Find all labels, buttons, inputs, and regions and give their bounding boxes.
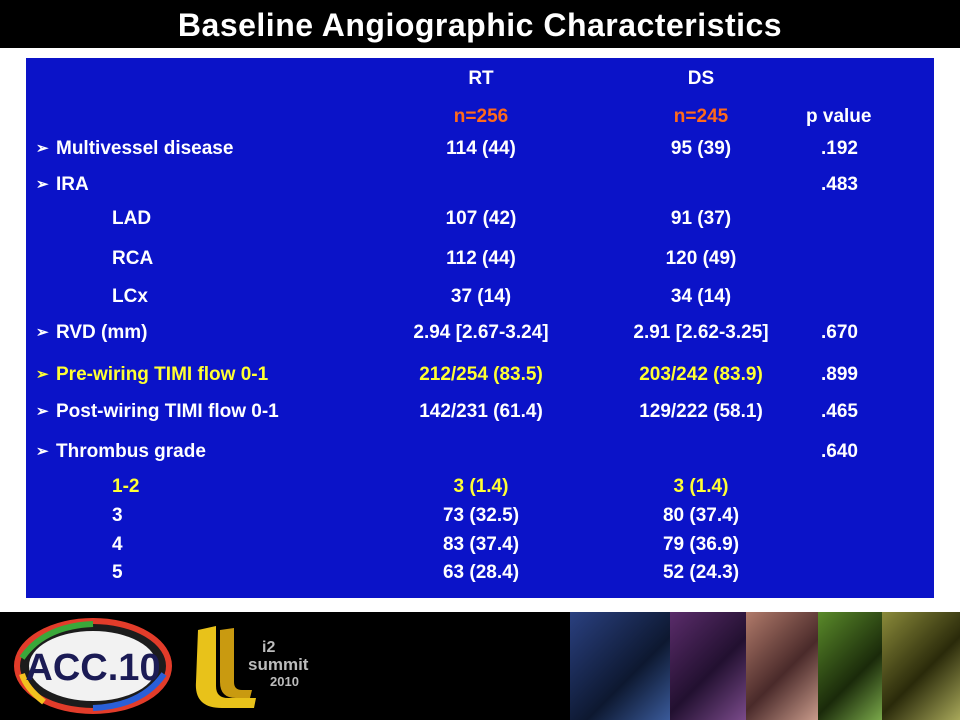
row-ds: 2.91 [2.62-3.25] [633, 322, 769, 343]
anatomy-image [570, 612, 670, 720]
molecule-image [882, 612, 960, 720]
arrowhead-bullet-icon: ➢ [36, 443, 49, 460]
arrowhead-bullet-icon: ➢ [36, 140, 49, 157]
row-p: .899 [821, 364, 858, 385]
row-label: Thrombus grade [56, 441, 206, 462]
row-p: .192 [821, 138, 858, 159]
row-rt: 112 (44) [446, 248, 516, 269]
row-ds: 3 (1.4) [673, 476, 729, 497]
row-p: .483 [821, 174, 858, 195]
row-label: Post-wiring TIMI flow 0-1 [56, 401, 279, 422]
acc10-logo: ACC.10 [14, 618, 172, 714]
table-panel: RT DS n=256 n=245 p value ➢ Multivessel … [26, 58, 934, 598]
row-rt: 37 (14) [450, 286, 512, 307]
row-ds: 79 (36.9) [662, 534, 740, 555]
header-p-value: p value [806, 106, 872, 127]
slide-title: Baseline Angiographic Characteristics [0, 0, 960, 48]
row-label: 5 [112, 562, 123, 583]
row-ds: 129/222 (58.1) [639, 401, 763, 422]
row-ds: 95 (39) [670, 138, 732, 159]
row-ds: 34 (14) [670, 286, 732, 307]
row-label: LCx [112, 286, 148, 307]
row-ds: 203/242 (83.9) [639, 364, 763, 385]
row-ds: 120 (49) [665, 248, 737, 269]
arrowhead-bullet-icon: ➢ [36, 366, 49, 383]
row-p: .670 [821, 322, 858, 343]
i2-logo-line2: summit [248, 655, 309, 674]
row-label: RVD (mm) [56, 322, 148, 343]
header-ds: DS [687, 68, 715, 89]
row-ds: 52 (24.3) [662, 562, 740, 583]
row-label: Pre-wiring TIMI flow 0-1 [56, 364, 269, 385]
row-rt: 142/231 (61.4) [419, 401, 543, 422]
row-rt: 3 (1.4) [453, 476, 509, 497]
acc-logo-text: ACC.10 [25, 647, 160, 689]
row-ds: 80 (37.4) [662, 505, 740, 526]
arrowhead-bullet-icon: ➢ [36, 403, 49, 420]
row-label: LAD [112, 208, 152, 229]
row-ds: 91 (37) [670, 208, 732, 229]
row-rt: 114 (44) [446, 138, 516, 159]
row-label: Multivessel disease [56, 138, 234, 159]
laptop-image [746, 612, 818, 720]
row-p: .640 [821, 441, 858, 462]
row-label: 4 [112, 534, 123, 555]
surgical-robot-image [670, 612, 746, 720]
row-rt: 63 (28.4) [442, 562, 520, 583]
row-label: RCA [112, 248, 154, 269]
i2-logo-line1: i2 [262, 639, 275, 656]
i2-logo-year: 2010 [270, 674, 299, 689]
row-rt: 83 (37.4) [442, 534, 520, 555]
header-rt: RT [468, 68, 494, 89]
row-label: IRA [56, 174, 89, 195]
header-rt-n: n=256 [453, 106, 509, 127]
row-p: .465 [821, 401, 858, 422]
row-label: 3 [112, 505, 123, 526]
row-rt: 73 (32.5) [442, 505, 520, 526]
arrowhead-bullet-icon: ➢ [36, 324, 49, 341]
row-label: 1-2 [112, 476, 140, 497]
arrowhead-bullet-icon: ➢ [36, 176, 49, 193]
i2-summit-logo: i2 summit 2010 [195, 626, 309, 708]
row-rt: 107 (42) [445, 208, 517, 229]
header-ds-n: n=245 [673, 106, 729, 127]
row-rt: 2.94 [2.67-3.24] [413, 322, 549, 343]
row-rt: 212/254 (83.5) [419, 364, 543, 385]
phone-image [818, 612, 882, 720]
